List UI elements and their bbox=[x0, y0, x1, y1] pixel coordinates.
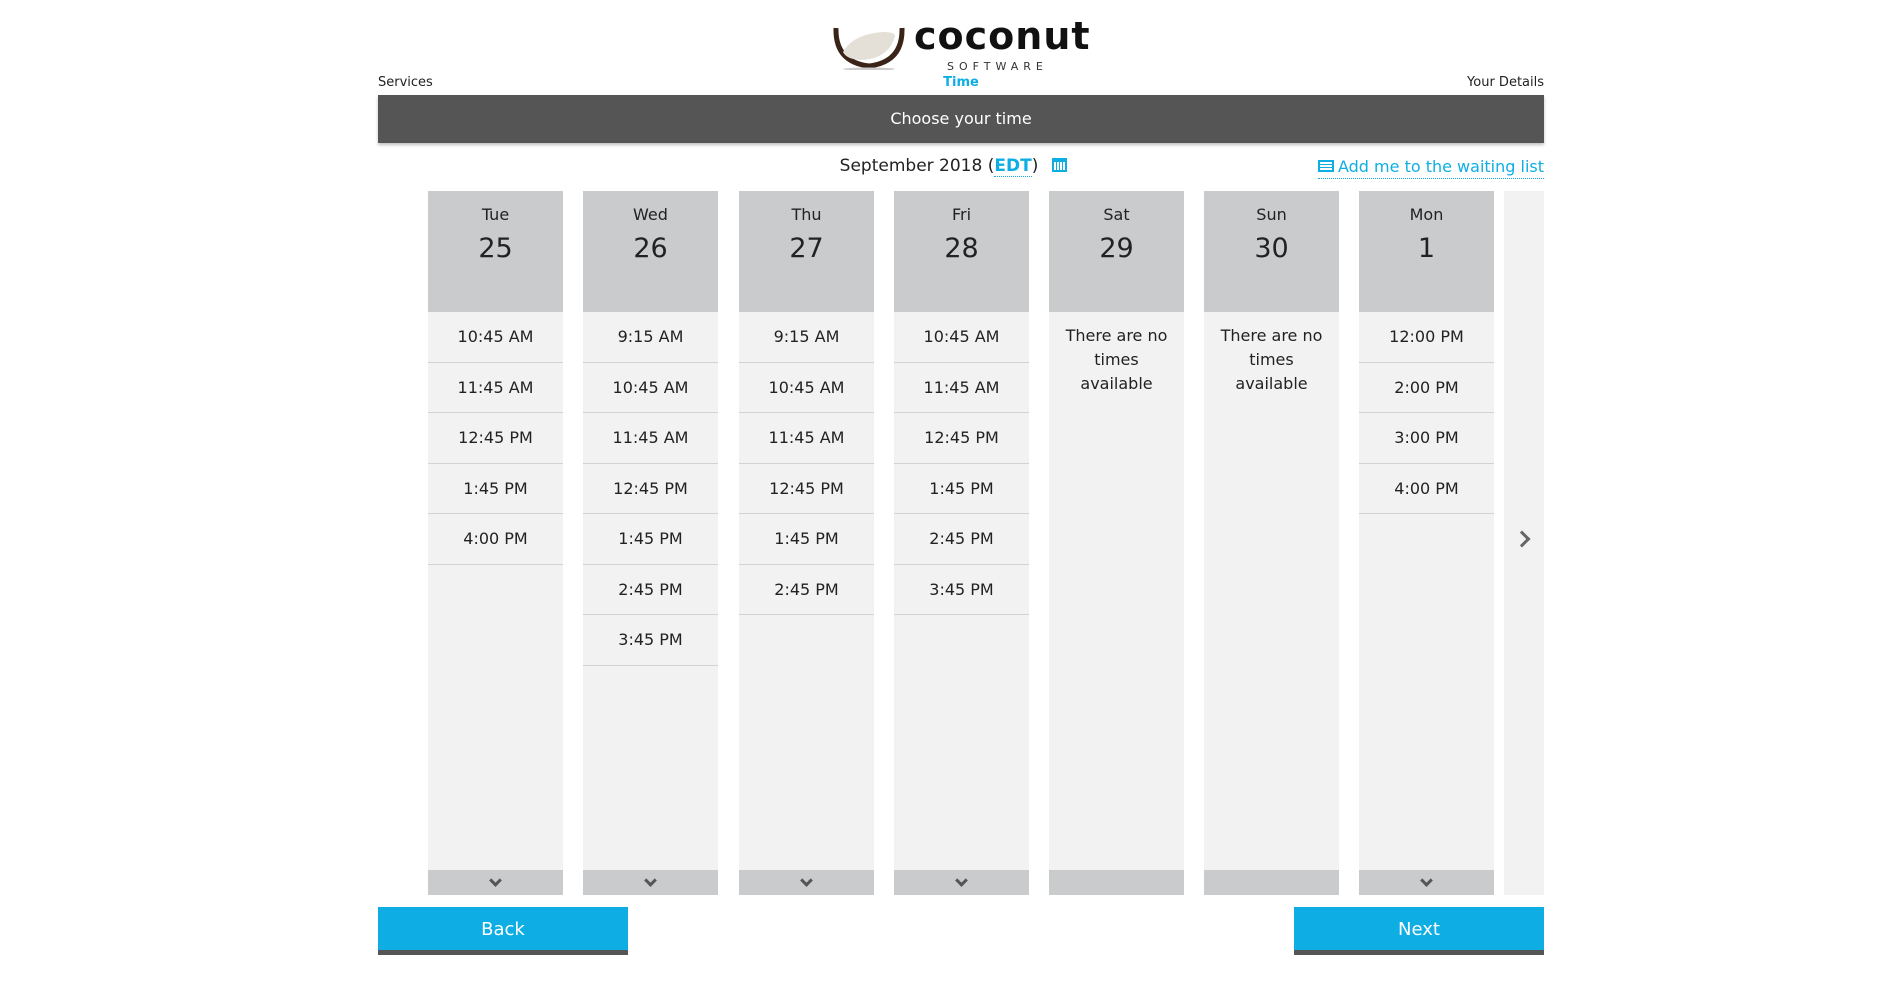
time-slot[interactable]: 12:45 PM bbox=[894, 413, 1029, 464]
day-number: 29 bbox=[1099, 233, 1134, 264]
day-column-sat: Sat 29 There are no times available bbox=[1049, 191, 1184, 895]
day-column-mon: Mon 1 12:00 PM 2:00 PM 3:00 PM 4:00 PM bbox=[1359, 191, 1494, 895]
scroll-down-button[interactable] bbox=[1359, 870, 1494, 895]
day-of-week: Fri bbox=[951, 205, 972, 224]
time-slot[interactable]: 9:15 AM bbox=[583, 312, 718, 363]
waiting-list-link[interactable]: Add me to the waiting list bbox=[1317, 157, 1544, 179]
day-number: 27 bbox=[789, 233, 824, 264]
scroll-down-button bbox=[1049, 870, 1184, 895]
brand-name: coconut bbox=[914, 14, 1091, 58]
time-slot[interactable]: 11:45 AM bbox=[583, 413, 718, 464]
time-slot[interactable]: 1:45 PM bbox=[428, 464, 563, 514]
coconut-shell-icon bbox=[833, 27, 905, 70]
time-slot[interactable]: 3:45 PM bbox=[894, 565, 1029, 615]
scroll-down-button[interactable] bbox=[583, 870, 718, 895]
scroll-down-button[interactable] bbox=[428, 870, 563, 895]
time-slot[interactable]: 12:45 PM bbox=[428, 413, 563, 464]
no-times-message: There are no times available bbox=[1065, 326, 1168, 393]
day-number: 25 bbox=[478, 233, 513, 264]
time-slot[interactable]: 1:45 PM bbox=[739, 514, 874, 565]
step-time: Time bbox=[943, 75, 979, 90]
chevron-right-icon bbox=[1513, 530, 1531, 548]
time-slot[interactable]: 3:00 PM bbox=[1359, 413, 1494, 464]
step-services[interactable]: Services bbox=[378, 75, 433, 90]
brand-tagline: SOFTWARE bbox=[947, 60, 1048, 73]
time-slot[interactable]: 2:00 PM bbox=[1359, 363, 1494, 413]
day-header: Sat 29 bbox=[1049, 191, 1184, 312]
time-slot[interactable]: 10:45 AM bbox=[739, 363, 874, 413]
day-column-wed: Wed 26 9:15 AM 10:45 AM 11:45 AM 12:45 PM 1:45… bbox=[583, 191, 718, 895]
chevron-down-icon bbox=[1420, 874, 1433, 887]
back-button[interactable]: Back bbox=[378, 907, 628, 955]
chevron-down-icon bbox=[955, 874, 968, 887]
timezone-link[interactable]: EDT bbox=[994, 156, 1032, 177]
day-column-sun: Sun 30 There are no times available bbox=[1204, 191, 1339, 895]
time-slot[interactable]: 12:00 PM bbox=[1359, 312, 1494, 363]
time-slot[interactable]: 12:45 PM bbox=[739, 464, 874, 514]
day-of-week: Tue bbox=[481, 205, 510, 224]
day-number: 30 bbox=[1254, 233, 1289, 264]
calendar-icon[interactable] bbox=[1052, 158, 1068, 172]
time-slot[interactable]: 9:15 AM bbox=[739, 312, 874, 363]
day-column-fri: Fri 28 10:45 AM 11:45 AM 12:45 PM 1:45 PM 2:45… bbox=[894, 191, 1029, 895]
day-number: 28 bbox=[944, 233, 979, 264]
time-slot[interactable]: 2:45 PM bbox=[894, 514, 1029, 565]
day-header: Tue 25 bbox=[428, 191, 563, 312]
time-slot[interactable]: 1:45 PM bbox=[583, 514, 718, 565]
day-of-week: Wed bbox=[633, 205, 668, 224]
time-slot[interactable]: 10:45 AM bbox=[894, 312, 1029, 363]
page-title: Choose your time bbox=[378, 95, 1544, 143]
chevron-down-icon bbox=[644, 874, 657, 887]
scroll-down-button bbox=[1204, 870, 1339, 895]
month-label: September 2018 bbox=[839, 156, 983, 176]
scroll-down-button[interactable] bbox=[739, 870, 874, 895]
time-slot[interactable]: 4:00 PM bbox=[428, 514, 563, 565]
time-slot[interactable]: 1:45 PM bbox=[894, 464, 1029, 514]
progress-steps: Services Time Your Details bbox=[378, 74, 1544, 92]
step-your-details: Your Details bbox=[1467, 75, 1544, 90]
day-header: Thu 27 bbox=[739, 191, 874, 312]
scroll-down-button[interactable] bbox=[894, 870, 1029, 895]
day-column-thu: Thu 27 9:15 AM 10:45 AM 11:45 AM 12:45 PM 1:45… bbox=[739, 191, 874, 895]
day-number: 26 bbox=[633, 233, 668, 264]
day-of-week: Thu bbox=[791, 205, 822, 224]
day-column-tue: Tue 25 10:45 AM 11:45 AM 12:45 PM 1:45 PM 4:00… bbox=[428, 191, 563, 895]
day-header: Fri 28 bbox=[894, 191, 1029, 312]
chevron-down-icon bbox=[800, 874, 813, 887]
waiting-list-label: Add me to the waiting list bbox=[1337, 157, 1544, 176]
month-header: September 2018 (EDT) bbox=[0, 156, 1901, 177]
day-of-week: Mon bbox=[1409, 205, 1444, 224]
time-slot[interactable]: 2:45 PM bbox=[739, 565, 874, 615]
next-week-button[interactable] bbox=[1504, 191, 1544, 895]
day-of-week: Sat bbox=[1103, 205, 1130, 224]
day-header: Wed 26 bbox=[583, 191, 718, 312]
coconut-logo: coconut SOFTWARE bbox=[833, 16, 1090, 74]
chevron-down-icon bbox=[489, 874, 502, 887]
no-times-message: There are no times available bbox=[1220, 326, 1323, 393]
day-of-week: Sun bbox=[1256, 205, 1287, 224]
time-slot[interactable]: 11:45 AM bbox=[739, 413, 874, 464]
time-slot[interactable]: 2:45 PM bbox=[583, 565, 718, 615]
time-slot[interactable]: 12:45 PM bbox=[583, 464, 718, 514]
time-slot[interactable]: 3:45 PM bbox=[583, 615, 718, 666]
day-number: 1 bbox=[1417, 233, 1436, 264]
time-slot[interactable]: 10:45 AM bbox=[583, 363, 718, 413]
time-slot[interactable]: 11:45 AM bbox=[894, 363, 1029, 413]
day-header: Sun 30 bbox=[1204, 191, 1339, 312]
day-header: Mon 1 bbox=[1359, 191, 1494, 312]
next-button[interactable]: Next bbox=[1294, 907, 1544, 955]
time-slot[interactable]: 11:45 AM bbox=[428, 363, 563, 413]
time-slot[interactable]: 4:00 PM bbox=[1359, 464, 1494, 514]
list-icon bbox=[1317, 160, 1334, 172]
time-slot[interactable]: 10:45 AM bbox=[428, 312, 563, 363]
